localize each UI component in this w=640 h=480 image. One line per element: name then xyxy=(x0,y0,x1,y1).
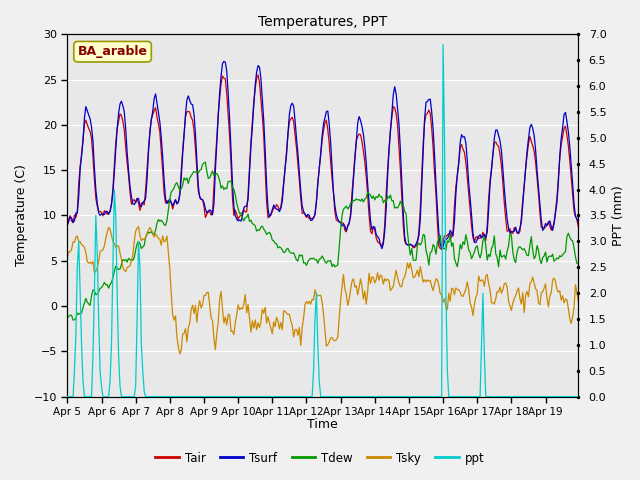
Legend: Tair, Tsurf, Tdew, Tsky, ppt: Tair, Tsurf, Tdew, Tsky, ppt xyxy=(150,447,490,469)
Title: Temperatures, PPT: Temperatures, PPT xyxy=(258,15,387,29)
Y-axis label: PPT (mm): PPT (mm) xyxy=(612,185,625,246)
X-axis label: Time: Time xyxy=(307,419,338,432)
Y-axis label: Temperature (C): Temperature (C) xyxy=(15,165,28,266)
Text: BA_arable: BA_arable xyxy=(77,45,148,58)
